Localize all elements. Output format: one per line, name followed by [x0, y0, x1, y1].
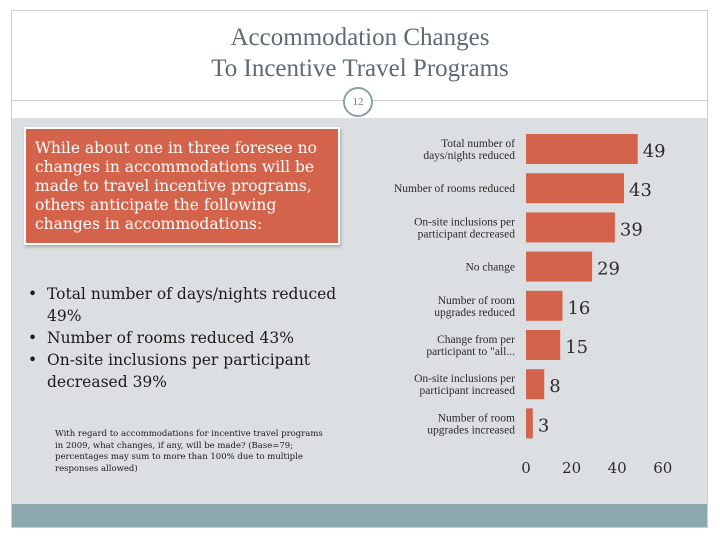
chart-bar [526, 212, 615, 243]
slide-title-line-1: Accommodation Changes [230, 24, 490, 51]
finding-item: Number of rooms reduced 43% [28, 327, 348, 349]
finding-item: Total number of days/nights reduced 49% [28, 283, 348, 327]
data-label: 43 [629, 180, 652, 201]
page-number-badge: 12 [343, 87, 373, 117]
x-tick-label: 40 [608, 459, 627, 477]
chart-bar [526, 290, 563, 321]
data-label: 16 [567, 298, 590, 319]
chart-bar [526, 251, 593, 282]
slide-frame [11, 10, 708, 528]
category-label: Number of room [438, 412, 515, 424]
category-label: Change from per [437, 334, 515, 346]
survey-footnote: With regard to accommodations for incent… [55, 429, 323, 474]
chart-bar [526, 173, 625, 204]
category-label: participant to "all... [426, 346, 515, 358]
data-label: 39 [620, 219, 643, 240]
finding-item: On-site inclusions per participant decre… [28, 349, 348, 393]
category-label: No change [466, 262, 516, 274]
category-label: upgrades increased [427, 424, 515, 436]
x-tick-label: 20 [562, 459, 581, 477]
category-label: On-site inclusions per [414, 216, 515, 228]
x-tick-label: 60 [653, 459, 672, 477]
x-tick-label: 0 [521, 459, 531, 477]
chart-bar [526, 134, 638, 164]
category-label: participant increased [420, 385, 516, 397]
category-label: participant decreased [418, 228, 516, 240]
category-label: days/nights reduced [423, 150, 515, 162]
data-label: 3 [538, 415, 549, 436]
category-label: On-site inclusions per [414, 373, 515, 385]
category-label: Number of room [438, 295, 515, 307]
footer-band [12, 504, 707, 527]
summary-callout: While about one in three foresee no chan… [24, 127, 340, 245]
category-label: Number of rooms reduced [394, 183, 515, 195]
slide-title: Accommodation Changes To Incentive Trave… [0, 22, 720, 84]
chart-bar [526, 330, 561, 360]
key-findings-list: Total number of days/nights reduced 49% … [28, 283, 348, 393]
slide-title-line-2: To Incentive Travel Programs [211, 55, 509, 82]
chart-bar [526, 408, 533, 439]
data-label: 15 [565, 337, 588, 358]
category-label: Total number of [441, 138, 515, 150]
category-label: upgrades reduced [434, 307, 515, 319]
chart-bar [526, 369, 545, 400]
data-label: 8 [549, 376, 560, 397]
data-label: 29 [597, 259, 620, 280]
data-label: 49 [643, 141, 666, 162]
